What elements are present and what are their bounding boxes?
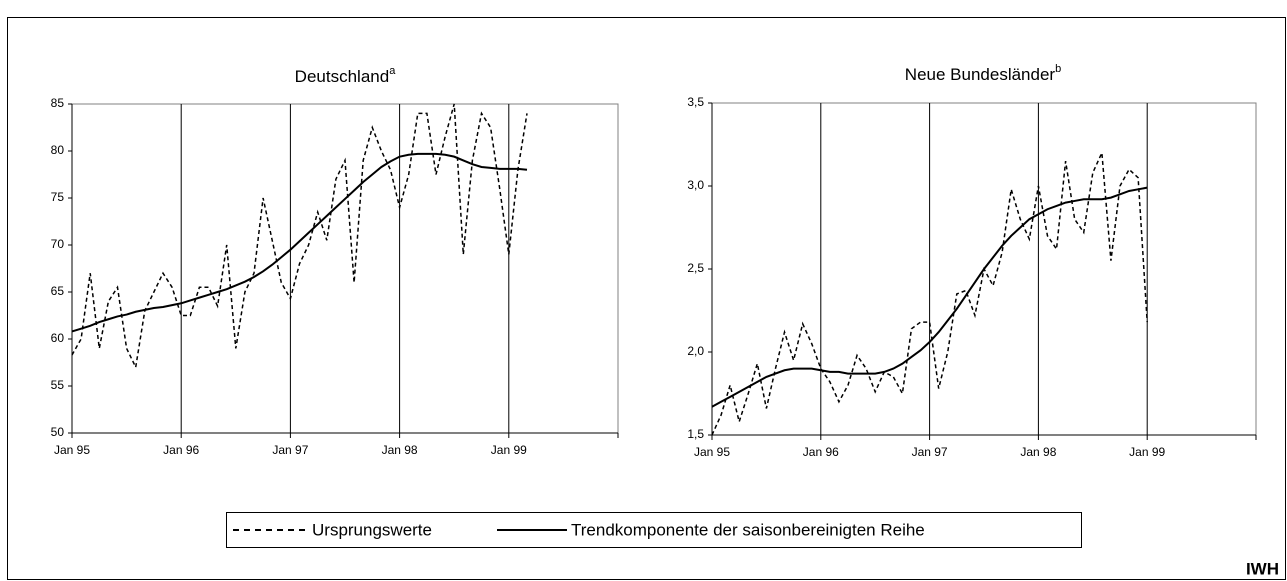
x-tick-label: Jan 99 [491, 443, 527, 457]
y-tick-label: 1,5 [687, 427, 704, 441]
y-tick-label: 70 [51, 237, 65, 251]
legend-box [226, 512, 1082, 548]
x-tick-label: Jan 98 [1020, 445, 1056, 459]
y-tick-label: 3,5 [687, 95, 704, 109]
source: IWH [1246, 559, 1279, 578]
x-tick-label: Jan 97 [912, 445, 948, 459]
y-tick-label: 75 [51, 190, 65, 204]
chart-title: Deutschlanda [295, 65, 397, 87]
series-line [711, 149, 1148, 436]
series-line [71, 103, 528, 370]
series-line [711, 186, 1148, 408]
x-tick-label: Jan 97 [272, 443, 308, 457]
plot-area [71, 103, 619, 434]
y-tick-label: 60 [51, 331, 65, 345]
y-tick-label: 50 [51, 425, 65, 439]
y-tick-label: 80 [51, 143, 65, 157]
y-tick-label: 85 [51, 96, 65, 110]
y-tick-label: 65 [51, 284, 65, 298]
y-tick-label: 2,0 [687, 344, 704, 358]
legend-label: Trendkomponente der saisonbereinigten Re… [571, 520, 925, 539]
frame [7, 17, 1286, 580]
y-tick-label: 3,0 [687, 178, 704, 192]
x-tick-label: Jan 96 [803, 445, 839, 459]
chart-title: Neue Bundesländerb [905, 63, 1061, 85]
x-tick-label: Jan 98 [382, 443, 418, 457]
y-tick-label: 55 [51, 378, 65, 392]
chart-title-text: Neue Bundesländer [905, 65, 1056, 84]
y-tick-label: 2,5 [687, 261, 704, 275]
chart-title-text: Deutschland [295, 67, 390, 86]
x-tick-label: Jan 96 [163, 443, 199, 457]
x-tick-label: Jan 95 [694, 445, 730, 459]
chart-title-superscript: b [1055, 63, 1061, 75]
chart-title-superscript: a [389, 65, 396, 77]
series-line [71, 152, 528, 333]
x-tick-label: Jan 99 [1129, 445, 1165, 459]
legend-label: Ursprungswerte [312, 520, 432, 539]
x-tick-label: Jan 95 [54, 443, 90, 457]
